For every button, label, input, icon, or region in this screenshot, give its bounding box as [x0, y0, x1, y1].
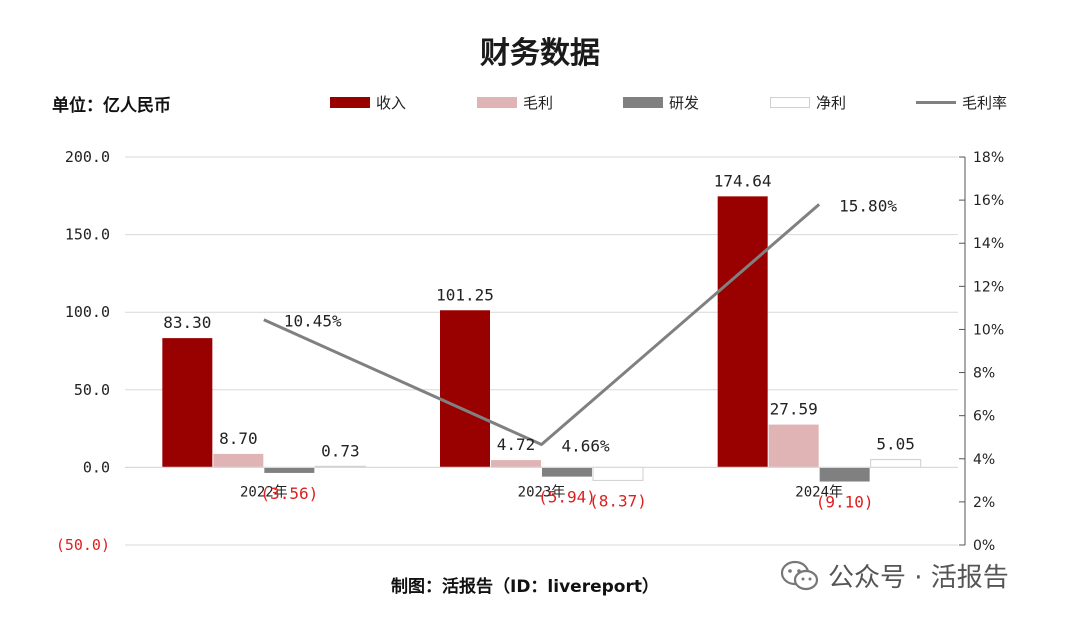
- line-layer: [263, 203, 821, 447]
- bar-1-2: [440, 310, 490, 468]
- bar-data-label: 8.70: [219, 429, 258, 448]
- x-category-label: 2024年: [795, 484, 843, 500]
- bar-data-label: (8.37): [589, 491, 647, 510]
- y-left-tick-label: 50.0: [74, 381, 110, 399]
- y-right-tick-label: 18%: [973, 150, 1004, 166]
- bar-3-2: [542, 467, 592, 477]
- bar-data-label: 101.25: [436, 285, 494, 304]
- x-category-label: 2022年: [240, 484, 288, 500]
- legend-item-gross-profit: 毛利: [477, 92, 553, 113]
- y-right-tick-label: 4%: [973, 452, 995, 468]
- data-labels: 83.30 8.70 (3.56) 0.73 101.25 4.72 (5.94)(8.37…: [163, 171, 915, 511]
- source-note: 制图：活报告（ID：livereport）: [391, 577, 659, 597]
- bar-2-2: [491, 460, 541, 468]
- chart-title: 财务数据: [480, 36, 600, 71]
- y-left-tick-label: 150.0: [65, 226, 110, 244]
- legend-label-gross-profit: 毛利: [523, 94, 554, 112]
- legend-label-gross-margin: 毛利率: [962, 94, 1008, 112]
- legend-swatch-revenue: [330, 97, 370, 108]
- y-right-tick-label: 6%: [973, 409, 995, 425]
- y-right-tick-label: 10%: [973, 322, 1004, 338]
- bar-2-3: [768, 424, 819, 468]
- watermark: 公众号 · 活报告: [780, 557, 1009, 594]
- legend-item-gross-margin: 毛利率: [916, 92, 1007, 113]
- bar-1-3: [717, 196, 768, 468]
- legend-line-gross-margin: [916, 101, 956, 104]
- bar-data-label: (9.10): [816, 493, 874, 512]
- bar-3-3: [819, 467, 870, 482]
- bar-4-2: [592, 466, 644, 481]
- legend-item-rd: 研发: [623, 92, 699, 113]
- bar-data-label: 4.72: [497, 435, 536, 454]
- bar-2-1: [213, 453, 264, 468]
- bars-layer: [162, 196, 922, 482]
- left-axis-ticks: 200.0 150.0 100.0 50.0 0.0 (50.0): [56, 148, 110, 554]
- bar-4-3: [870, 459, 922, 468]
- line-data-label: 10.45%: [284, 312, 342, 331]
- legend-swatch-rd: [623, 97, 663, 108]
- right-axis: 18% 16% 14% 12% 10% 8% 6% 4% 2% 0%: [959, 150, 1004, 554]
- legend-item-revenue: 收入: [330, 92, 406, 113]
- y-right-tick-label: 14%: [973, 236, 1004, 252]
- y-right-tick-label: 2%: [973, 495, 995, 511]
- bar-data-label: 0.73: [321, 441, 360, 460]
- wechat-icon: [780, 560, 819, 590]
- legend-swatch-gross-profit: [477, 97, 517, 108]
- legend-label-net-profit: 净利: [816, 94, 847, 112]
- gross-margin-line: [263, 203, 821, 447]
- legend-label-rd: 研发: [669, 94, 700, 112]
- legend-swatch-net-profit: [770, 97, 810, 108]
- bar-1-1: [162, 338, 213, 468]
- legend-item-net-profit: 净利: [770, 92, 846, 113]
- bar-data-label: (3.56): [260, 484, 318, 503]
- unit-label: 单位：亿人民币: [52, 96, 171, 116]
- y-left-tick-label: 200.0: [65, 148, 110, 166]
- y-left-tick-label: 0.0: [83, 458, 110, 476]
- category-labels: 2022年 2023年 2024年: [240, 484, 843, 500]
- grid-layer: [125, 156, 958, 546]
- bar-data-label: (5.94): [538, 488, 596, 507]
- y-left-tick-label: 100.0: [65, 303, 110, 321]
- line-data-label: 15.80%: [839, 196, 897, 215]
- legend: 收入 毛利 研发 净利 毛利率: [0, 92, 1080, 116]
- y-right-tick-label: 0%: [973, 538, 995, 554]
- y-right-tick-label: 16%: [973, 193, 1004, 209]
- watermark-text: 公众号 · 活报告: [828, 563, 1009, 593]
- bar-data-label: 83.30: [163, 313, 211, 332]
- y-right-tick-label: 8%: [973, 366, 995, 382]
- x-category-label: 2023年: [518, 484, 566, 500]
- bar-data-label: 5.05: [876, 435, 915, 454]
- bar-data-label: 174.64: [714, 171, 772, 190]
- bar-3-1: [264, 467, 315, 473]
- bar-data-label: 27.59: [770, 400, 818, 419]
- y-right-tick-label: 12%: [973, 279, 1004, 295]
- line-data-label: 4.66%: [562, 437, 611, 456]
- legend-label-revenue: 收入: [376, 94, 407, 112]
- y-left-tick-label: (50.0): [56, 536, 110, 554]
